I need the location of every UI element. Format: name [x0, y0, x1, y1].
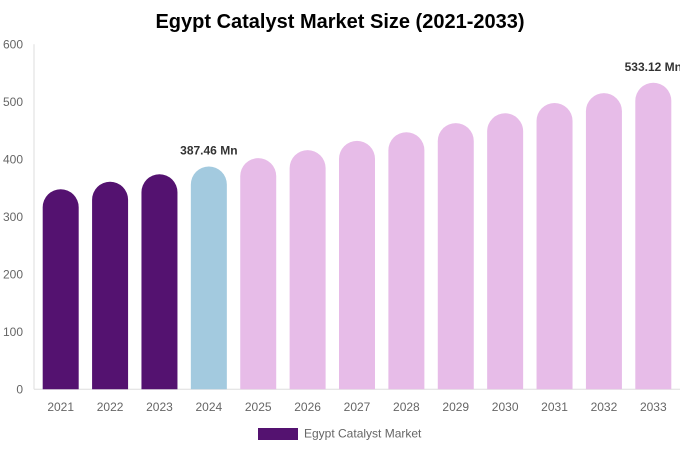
data-label: 387.46 Mn: [180, 144, 237, 158]
x-tick-label: 2022: [97, 400, 124, 414]
x-tick-label: 2025: [245, 400, 272, 414]
bar-2026[interactable]: [289, 150, 326, 390]
y-tick-label: 200: [3, 267, 23, 281]
bar-2024[interactable]: [190, 166, 227, 390]
y-tick-label: 0: [16, 382, 23, 396]
bar-2022[interactable]: [92, 181, 129, 390]
x-tick-label: 2026: [294, 400, 321, 414]
data-label: 533.12 Mn: [625, 60, 680, 74]
chart-title: Egypt Catalyst Market Size (2021-2033): [155, 11, 524, 33]
x-tick-label: 2033: [640, 400, 667, 414]
bar-2029[interactable]: [437, 123, 474, 390]
x-tick-label: 2031: [541, 400, 568, 414]
x-tick-label: 2030: [492, 400, 519, 414]
y-tick-label: 500: [3, 95, 23, 109]
x-tick-label: 2023: [146, 400, 173, 414]
legend-swatch: [258, 428, 298, 440]
legend: Egypt Catalyst Market: [258, 427, 422, 441]
x-tick-label: 2027: [344, 400, 371, 414]
bar-2033[interactable]: [635, 82, 672, 390]
bar-2027[interactable]: [339, 140, 375, 390]
x-tick-label: 2029: [442, 400, 469, 414]
x-tick-label: 2021: [47, 400, 74, 414]
x-tick-label: 2032: [591, 400, 618, 414]
bar-2031[interactable]: [536, 102, 573, 390]
bar-2030[interactable]: [487, 113, 524, 390]
legend-label[interactable]: Egypt Catalyst Market: [304, 427, 422, 441]
bar-2021[interactable]: [42, 189, 79, 390]
y-tick-label: 400: [3, 152, 23, 166]
y-tick-label: 600: [3, 37, 23, 51]
x-tick-label: 2024: [195, 400, 222, 414]
y-tick-label: 300: [3, 210, 23, 224]
x-tick-label: 2028: [393, 400, 420, 414]
y-tick-label: 100: [3, 325, 23, 339]
bar-2025[interactable]: [240, 158, 277, 390]
bar-2028[interactable]: [388, 132, 425, 390]
bar-2032[interactable]: [585, 93, 622, 390]
bar-2023[interactable]: [141, 174, 178, 390]
